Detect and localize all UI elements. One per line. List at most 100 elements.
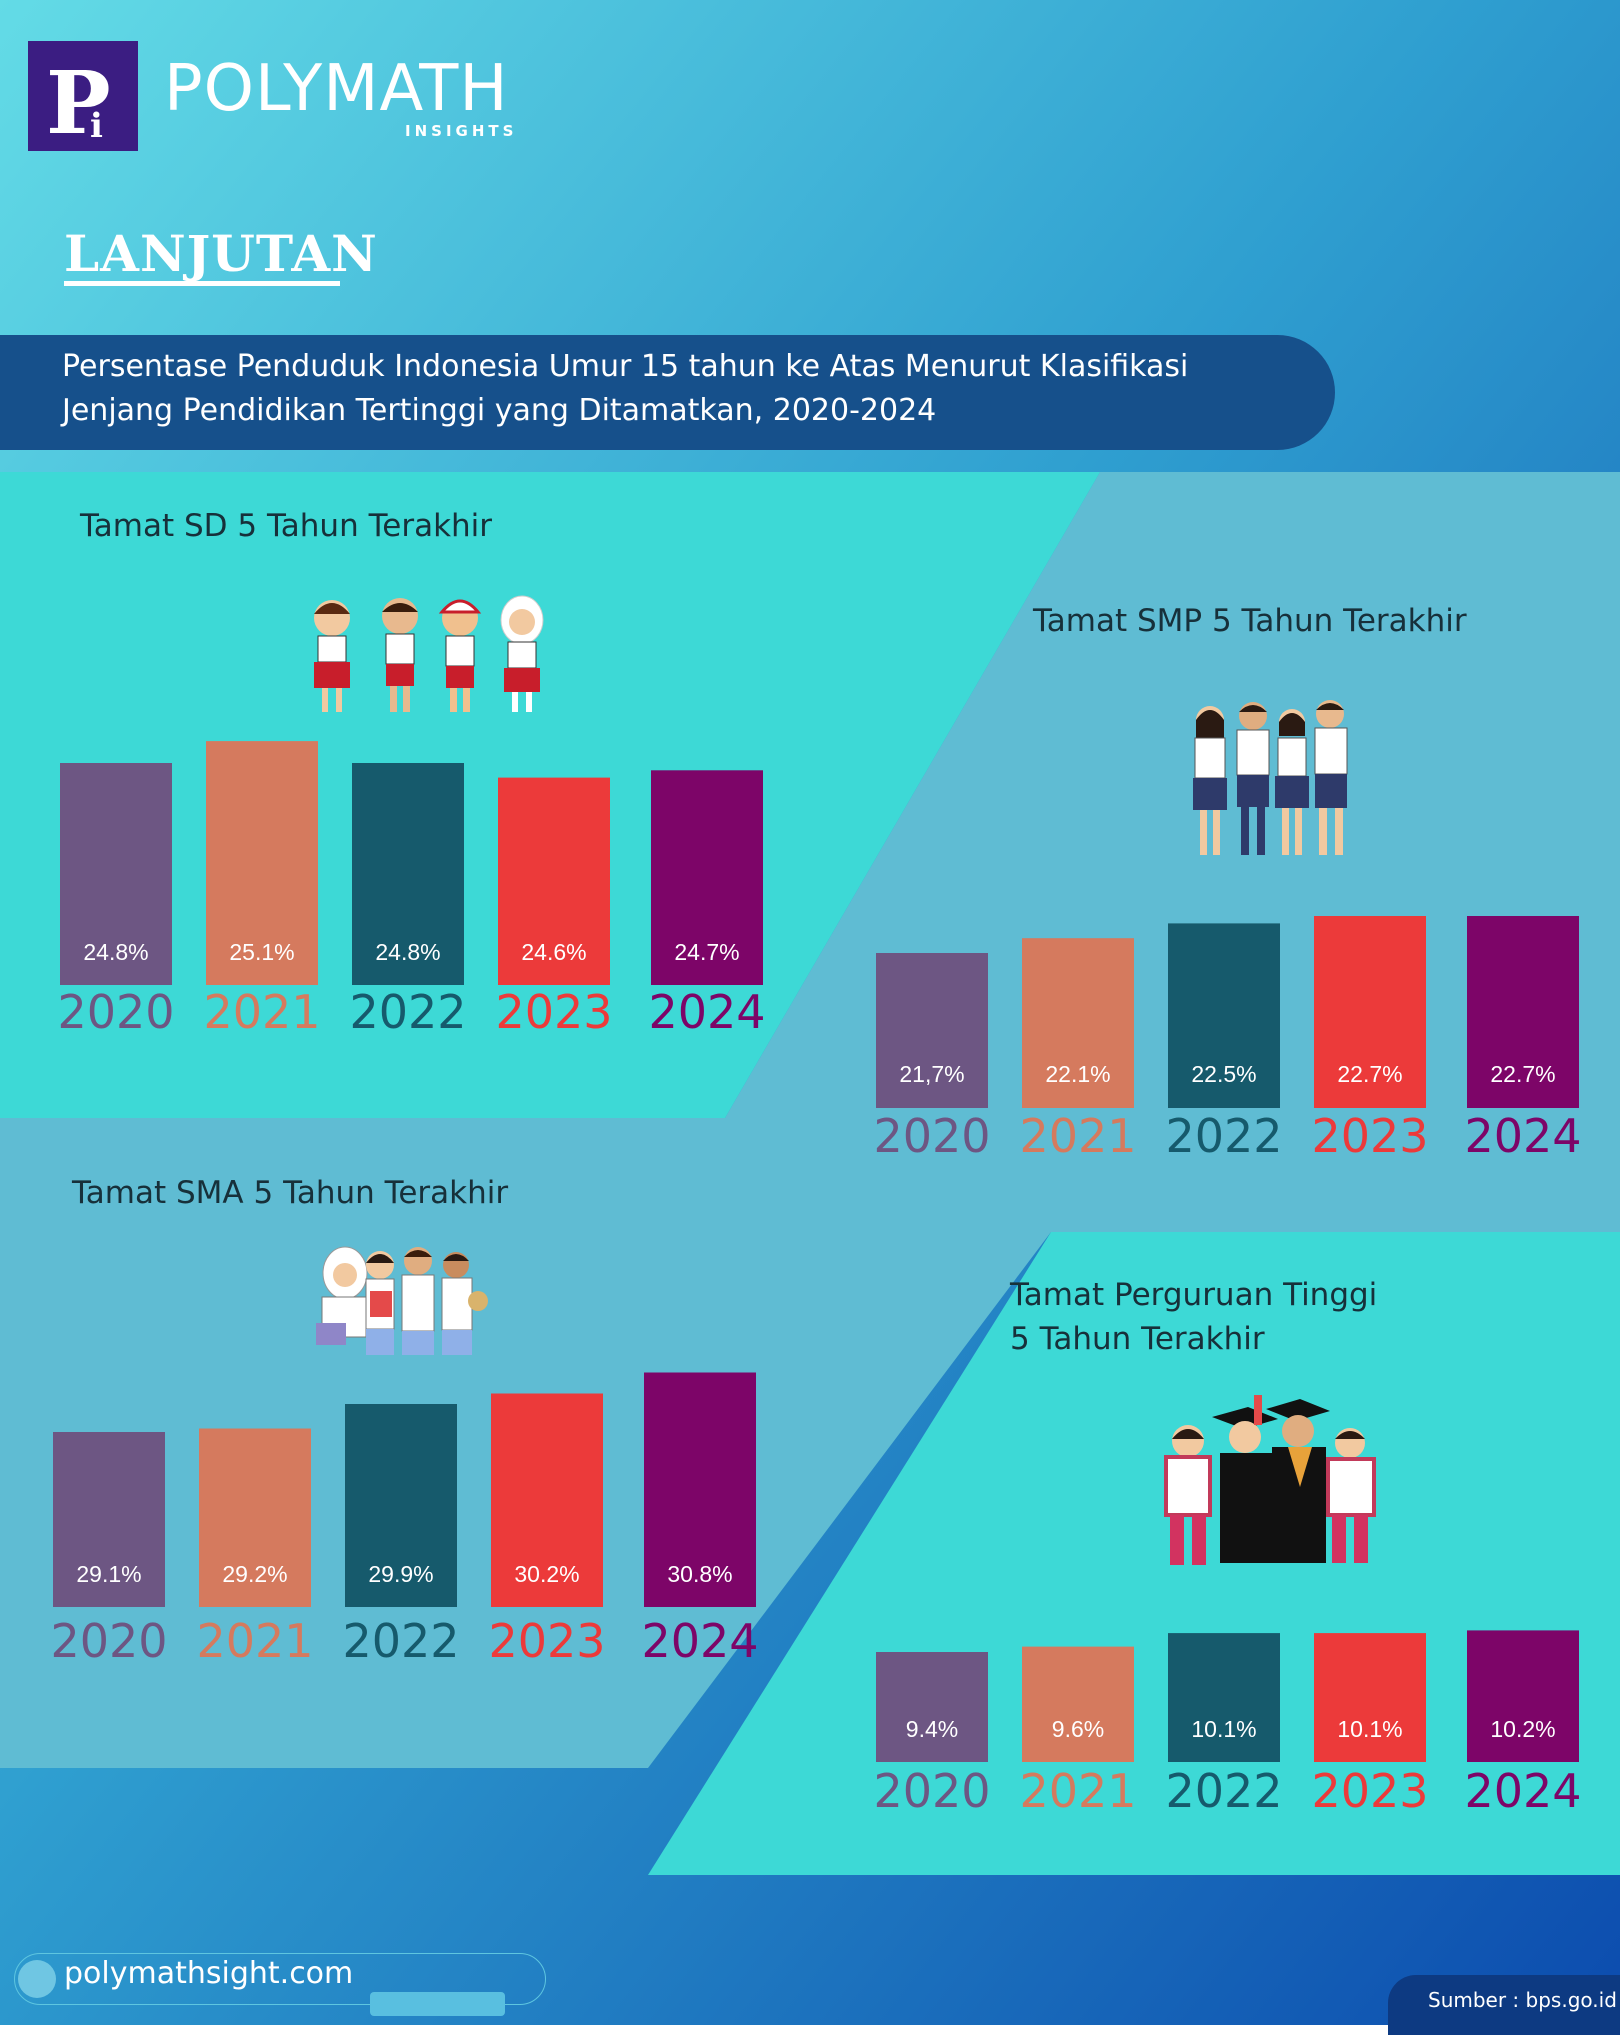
student-male-2: [441, 1252, 488, 1355]
smp-chart-title: Tamat SMP 5 Tahun Terakhir: [1033, 603, 1467, 639]
sma-year-label-2024: 2024: [641, 1614, 758, 1668]
graduate-right: [1326, 1428, 1376, 1563]
sma-bar-2022: [345, 1404, 457, 1607]
sd-value-label-2024: 24.7%: [674, 939, 739, 965]
student-4: [500, 595, 544, 712]
smp-bar-2023: [1314, 916, 1426, 1108]
student-2: [382, 598, 418, 712]
smp-bar-2024: [1467, 916, 1579, 1108]
pt-year-label-2022: 2022: [1165, 1764, 1282, 1818]
pt-bar-2023: [1314, 1633, 1426, 1762]
brand-name: POLYMATH: [164, 52, 509, 126]
sma-value-label-2023: 30.2%: [514, 1561, 579, 1587]
logo: P i: [28, 41, 138, 151]
pt-value-label-2020: 9.4%: [906, 1716, 958, 1742]
sma-bar-chart: 29.1% 2020 29.2% 2021 29.9% 2022 30.2% 2023 30.8…: [50, 1372, 759, 1668]
banner-line-1: Persentase Penduduk Indonesia Umur 15 ta…: [62, 349, 1189, 384]
sma-year-label-2021: 2021: [196, 1614, 313, 1668]
junior-high-students-icon: [1193, 700, 1348, 855]
sd-bar-2023: [498, 777, 610, 985]
student-3: [438, 599, 482, 712]
banner-line-2: Jenjang Pendidikan Tertinggi yang Ditama…: [62, 393, 937, 428]
pt-value-label-2021: 9.6%: [1052, 1716, 1104, 1742]
footer-url[interactable]: polymathsight.com: [64, 1956, 354, 1991]
sd-year-label-2023: 2023: [495, 985, 612, 1039]
page-heading: LANJUTAN: [64, 224, 378, 283]
graduate-left: [1164, 1425, 1212, 1565]
sma-value-label-2022: 29.9%: [368, 1561, 433, 1587]
pt-year-label-2020: 2020: [873, 1764, 990, 1818]
pt-bar-2024: [1467, 1630, 1579, 1762]
sd-year-label-2020: 2020: [57, 985, 174, 1039]
sd-bar-2022: [352, 763, 464, 985]
pt-bar-2020: [876, 1652, 988, 1762]
pt-value-label-2024: 10.2%: [1490, 1716, 1555, 1742]
student-a: [1193, 706, 1227, 855]
smp-value-label-2024: 22.7%: [1490, 1061, 1555, 1087]
pt-bar-chart: 9.4% 2020 9.6% 2021 10.1% 2022 10.1% 2023 10.2% 2…: [873, 1630, 1582, 1818]
pt-value-label-2023: 10.1%: [1337, 1716, 1402, 1742]
footer-decorative-bar: [370, 1992, 505, 2016]
student-d: [1314, 700, 1348, 855]
sma-chart-title: Tamat SMA 5 Tahun Terakhir: [72, 1175, 509, 1211]
sd-value-label-2023: 24.6%: [521, 939, 586, 965]
smp-year-label-2023: 2023: [1311, 1109, 1428, 1163]
senior-high-students-icon: [316, 1246, 488, 1355]
graduates-icon: [1164, 1395, 1376, 1565]
sd-year-label-2022: 2022: [349, 985, 466, 1039]
pt-chart-title: Tamat Perguruan Tinggi 5 Tahun Terakhir: [1010, 1273, 1377, 1361]
heading-underline: [64, 281, 340, 286]
sd-value-label-2021: 25.1%: [229, 939, 294, 965]
smp-year-label-2020: 2020: [873, 1109, 990, 1163]
sd-bar-2024: [651, 770, 763, 985]
sd-bar-2021: [206, 741, 318, 985]
smp-bar-chart: 21,7% 2020 22.1% 2021 22.5% 2022 22.7% 2023 22.7…: [873, 916, 1582, 1163]
pt-title-line-2: 5 Tahun Terakhir: [1010, 1321, 1265, 1357]
smp-bar-2022: [1168, 923, 1280, 1108]
student-1: [314, 600, 350, 712]
elementary-students-icon: [314, 595, 544, 712]
sma-bar-2023: [491, 1393, 603, 1607]
brand-subtitle: INSIGHTS: [405, 122, 518, 140]
student-b: [1236, 702, 1270, 855]
sma-year-label-2020: 2020: [50, 1614, 167, 1668]
graduate-gown-1: [1212, 1395, 1278, 1563]
smp-bar-2021: [1022, 938, 1134, 1108]
sd-chart-title: Tamat SD 5 Tahun Terakhir: [80, 508, 493, 544]
smp-bar-2020: [876, 953, 988, 1108]
sd-bar-2020: [60, 763, 172, 985]
pt-bar-2021: [1022, 1646, 1134, 1762]
smp-year-label-2022: 2022: [1165, 1109, 1282, 1163]
student-hijab: [316, 1246, 368, 1345]
student-male-1: [401, 1247, 435, 1355]
sma-bar-2020: [53, 1432, 165, 1607]
sma-year-label-2022: 2022: [342, 1614, 459, 1668]
pt-year-label-2021: 2021: [1019, 1764, 1136, 1818]
banner-title: Persentase Penduduk Indonesia Umur 15 ta…: [62, 345, 1322, 433]
svg-text:P: P: [46, 53, 111, 151]
sma-year-label-2023: 2023: [488, 1614, 605, 1668]
footer-url-pill[interactable]: [14, 1953, 546, 2005]
pt-bar-2022: [1168, 1633, 1280, 1762]
student-c: [1275, 709, 1309, 855]
logo-mark: P i: [46, 53, 111, 151]
sd-value-label-2022: 24.8%: [375, 939, 440, 965]
smp-value-label-2021: 22.1%: [1045, 1061, 1110, 1087]
footer-dot-icon: [18, 1960, 56, 1998]
svg-text:i: i: [90, 106, 103, 146]
sma-value-label-2020: 29.1%: [76, 1561, 141, 1587]
sd-year-label-2024: 2024: [648, 985, 765, 1039]
smp-year-label-2021: 2021: [1019, 1109, 1136, 1163]
student-red-book: [365, 1251, 395, 1355]
pt-value-label-2022: 10.1%: [1191, 1716, 1256, 1742]
sd-bar-chart: 24.8% 2020 25.1% 2021 24.8% 2022 24.6% 2023 24.7…: [57, 741, 766, 1039]
smp-year-label-2024: 2024: [1464, 1109, 1581, 1163]
sma-bar-2021: [199, 1428, 311, 1607]
sma-value-label-2024: 30.8%: [667, 1561, 732, 1587]
graduate-gown-2: [1266, 1399, 1330, 1563]
sma-value-label-2021: 29.2%: [222, 1561, 287, 1587]
smp-value-label-2022: 22.5%: [1191, 1061, 1256, 1087]
sma-bar-2024: [644, 1372, 756, 1607]
sd-year-label-2021: 2021: [203, 985, 320, 1039]
